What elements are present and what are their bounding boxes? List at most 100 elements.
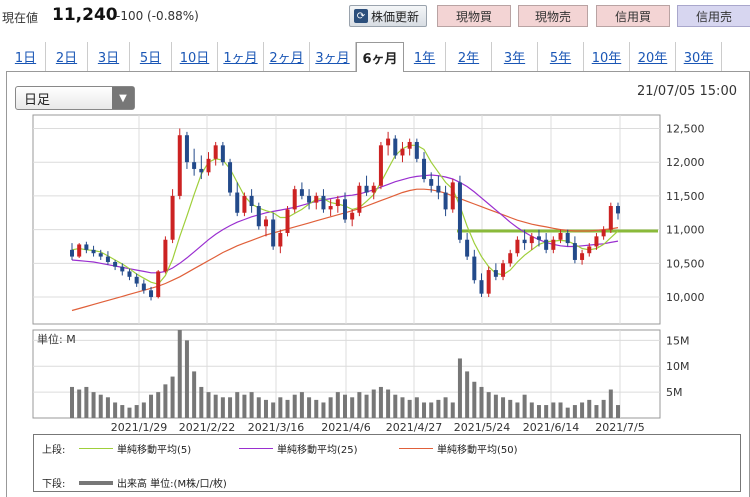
candle-body [565,232,570,244]
candle-body [536,236,541,240]
tab-1-day[interactable]: 1日 [6,42,46,71]
candle-body [84,244,89,250]
tab-10-years[interactable]: 10年 [584,42,630,71]
tab-1-year[interactable]: 1年 [404,42,446,71]
candle-body [422,158,427,180]
candle-body [457,182,462,240]
candle-body [594,236,599,247]
volume-bar [285,399,290,418]
candle-body [601,229,606,237]
volume-bar [378,386,383,418]
volume-bar [328,397,333,418]
volume-bar [522,394,527,418]
tab-2-days[interactable]: 2日 [46,42,88,71]
tab-20-years[interactable]: 20年 [630,42,676,71]
volume-bar [393,394,398,418]
candle-body [350,212,355,220]
x-tick-label: 2021/5/24 [454,421,510,434]
candle-body [544,239,549,250]
candle-body [479,280,484,294]
volume-bar [134,405,139,418]
legend-ma5-label: 単純移動平均(5) [117,445,192,456]
volume-bar [77,389,82,418]
tab-2-years[interactable]: 2年 [446,42,492,71]
candle-body [343,199,347,220]
volume-bar [343,394,347,418]
volume-bar [493,394,498,418]
candle-body [177,135,182,196]
volume-bar [465,371,470,418]
legend-upper-label: 上段: [42,445,66,456]
price-y-tick-label: 12,500 [666,122,705,135]
tab-2-months[interactable]: 2ヶ月 [264,42,310,71]
volume-bar [141,402,146,418]
x-tick-label: 2021/1/29 [111,421,167,434]
refresh-price-button[interactable]: ⟳ 株価更新 [349,5,427,27]
volume-bar [263,399,268,418]
volume-bar [572,405,577,418]
volume-bar [608,389,613,418]
legend-ma50-label: 単純移動平均(50) [437,445,518,456]
volume-bar [256,397,261,418]
candle-body [508,253,513,264]
period-tabs: 1日 2日 3日 5日 10日 1ヶ月 2ヶ月 3ヶ月 6ヶ月 1年 2年 3年… [6,42,750,72]
margin-sell-button[interactable]: 信用売 [677,5,750,27]
candle-body [220,145,225,163]
tab-6-months[interactable]: 6ヶ月 [356,42,404,72]
chart-timestamp: 21/07/05 15:00 [637,84,737,99]
margin-buy-button[interactable]: 信用買 [596,5,670,27]
volume-bar [551,402,556,418]
tab-5-days[interactable]: 5日 [130,42,172,71]
candle-body [278,232,283,247]
legend-volume: 出来高 単位:(M株/口/枚) [79,475,227,490]
volume-bar [501,397,506,418]
candle-body [414,141,419,159]
price-change: -100 (-0.88%) [116,9,199,23]
candle-body [558,232,563,240]
volume-bar [213,394,218,418]
cash-buy-button[interactable]: 現物買 [437,5,511,27]
candle-body [299,189,304,196]
candle-body [70,249,74,257]
tab-1-month[interactable]: 1ヶ月 [218,42,264,71]
volume-bar [580,402,585,418]
tab-3-days[interactable]: 3日 [88,42,130,71]
volume-bar [156,392,161,418]
volume-bar [177,330,182,418]
candle-body [357,185,362,213]
price-y-tick-label: 12,000 [666,156,705,169]
volume-bar [98,394,103,418]
candle-body [134,276,139,284]
candle-body [120,266,125,272]
candle-body [572,243,577,260]
volume-bar [70,386,74,418]
tab-10-days[interactable]: 10日 [172,42,218,71]
volume-bar [472,381,477,418]
period-select[interactable]: 日足 ▼ [15,86,135,110]
volume-bar [199,386,204,418]
cash-sell-button[interactable]: 現物売 [518,5,588,27]
volume-bar [457,358,462,418]
volume-bar [307,397,312,418]
chevron-down-icon: ▼ [112,87,134,109]
volume-bar [486,392,491,418]
legend-volume-label: 出来高 単位:(M株/口/枚) [117,479,227,490]
tab-3-months[interactable]: 3ヶ月 [310,42,356,71]
volume-bar [105,397,110,418]
volume-bar [371,389,376,418]
volume-bar [113,402,118,418]
candle-body [364,185,369,193]
candle-body [235,192,240,213]
tab-3-years[interactable]: 3年 [492,42,538,71]
volume-bar [206,392,211,418]
candle-body [285,209,290,233]
tab-5-years[interactable]: 5年 [538,42,584,71]
candle-body [163,239,168,272]
candle-body [113,261,118,267]
x-tick-label: 2021/4/6 [321,421,370,434]
candle-body [242,195,247,213]
tab-30-years[interactable]: 30年 [676,42,722,71]
volume-bar [364,394,369,418]
volume-bar [149,394,154,418]
